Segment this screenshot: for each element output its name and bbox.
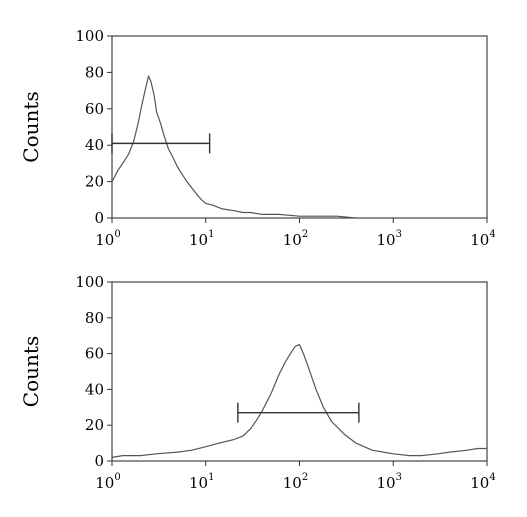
y-tick-label: 100 <box>75 273 104 291</box>
y-tick-label: 40 <box>85 380 104 398</box>
y-axis-label: Counts <box>19 336 43 407</box>
y-tick-label: 20 <box>85 416 104 434</box>
y-tick-label: 80 <box>85 63 104 81</box>
x-tick-label: 100 <box>95 229 120 249</box>
y-tick-label: 80 <box>85 309 104 327</box>
y-tick-label: 40 <box>85 136 104 154</box>
histogram-panel-top: 0 20 40 60 80 100 100 101 102 103 104 Counts <box>19 27 496 249</box>
y-axis-label: Counts <box>19 91 43 162</box>
y-tick-label: 0 <box>94 452 104 470</box>
x-tick-label: 104 <box>470 472 495 492</box>
x-tick-label: 101 <box>189 229 214 249</box>
y-tick-label: 0 <box>94 209 104 227</box>
plot-frame <box>111 35 488 219</box>
x-tick-label: 101 <box>189 472 214 492</box>
plot-frame <box>111 281 488 462</box>
y-tick-label: 100 <box>75 27 104 45</box>
x-tick-label: 103 <box>377 229 402 249</box>
histogram-panel-bottom: 0 20 40 60 80 100 100 101 102 103 104 Counts <box>19 273 496 492</box>
y-tick-label: 20 <box>85 173 104 191</box>
y-tick-label: 60 <box>85 345 104 363</box>
x-tick-label: 102 <box>283 472 308 492</box>
x-tick-label: 100 <box>95 472 120 492</box>
histogram-curve <box>111 344 487 458</box>
histogram-curve <box>111 75 356 219</box>
x-tick-label: 104 <box>470 229 495 249</box>
y-tick-label: 60 <box>85 100 104 118</box>
x-tick-label: 102 <box>283 229 308 249</box>
x-tick-label: 103 <box>377 472 402 492</box>
